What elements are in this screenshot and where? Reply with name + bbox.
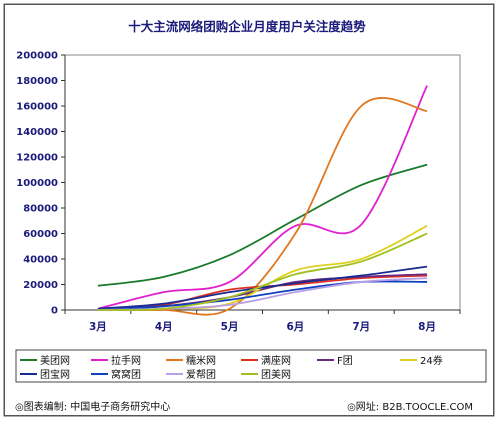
y-tick-label: 160000 <box>16 102 58 113</box>
footer-url: ◎网址: B2B.TOOCLE.COM <box>347 402 473 413</box>
series-lines <box>97 85 428 316</box>
y-tick-label: 20000 <box>23 280 58 291</box>
x-tick-label: 6月 <box>287 321 305 333</box>
y-tick-label: 100000 <box>16 178 58 189</box>
y-tick-label: 180000 <box>16 76 58 87</box>
legend-label: 24券 <box>420 354 443 367</box>
legend-label: 爱帮团 <box>186 368 216 381</box>
x-tick-label: 8月 <box>418 321 436 333</box>
y-axis-ticks: 0 20000 40000 60000 80000 100000 120000 140000 1… <box>16 51 65 317</box>
x-tick-label: 4月 <box>155 321 173 333</box>
plot-area <box>64 54 461 311</box>
y-tick-label: 60000 <box>23 229 58 240</box>
legend-label: 糯米网 <box>186 354 216 367</box>
y-tick-label: 0 <box>51 306 58 317</box>
y-tick-label: 40000 <box>23 255 58 266</box>
legend-label: 团宝网 <box>40 368 70 381</box>
footer-source: ◎图表编制: 中国电子商务研究中心 <box>15 402 171 413</box>
y-tick-label: 200000 <box>16 51 58 62</box>
series-line-9 <box>97 232 428 311</box>
y-tick-label: 80000 <box>23 204 58 215</box>
x-tick-label: 3月 <box>89 321 107 333</box>
outer-border <box>3 3 495 417</box>
chart-title: 十大主流网络团购企业月度用户关注度趋势 <box>128 19 366 34</box>
legend-label: 窝窝团 <box>111 368 141 381</box>
y-tick-label: 140000 <box>16 127 58 138</box>
x-tick-label: 5月 <box>221 321 239 333</box>
legend-label: 美团网 <box>40 354 70 367</box>
x-tick-label: 7月 <box>352 321 370 333</box>
legend-box <box>15 349 487 383</box>
legend-label: 满座网 <box>261 354 291 367</box>
footer: ◎图表编制: 中国电子商务研究中心 ◎网址: B2B.TOOCLE.COM <box>4 392 494 416</box>
x-axis-ticks: 3月 4月 5月 6月 7月 8月 <box>64 310 461 333</box>
series-line-6 <box>97 265 428 310</box>
series-line-2 <box>97 97 428 316</box>
legend-label: 拉手网 <box>111 354 141 367</box>
legend-label: 团美网 <box>261 368 291 381</box>
plot-border <box>64 54 461 311</box>
legend-label: F团 <box>337 355 353 367</box>
series-line-0 <box>97 163 428 287</box>
y-tick-label: 120000 <box>16 153 58 164</box>
series-line-1 <box>97 85 428 310</box>
